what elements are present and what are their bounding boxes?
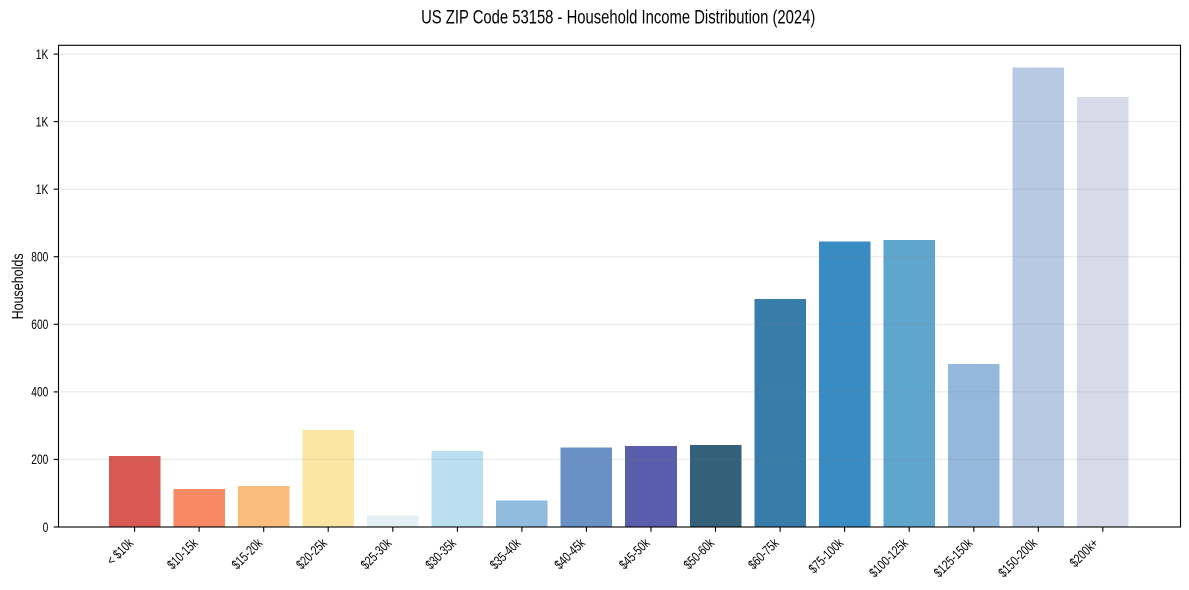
svg-text:400: 400 xyxy=(31,385,48,400)
svg-text:1K: 1K xyxy=(36,182,49,197)
svg-text:200: 200 xyxy=(31,452,48,467)
svg-text:1K: 1K xyxy=(36,114,49,129)
svg-text:Households: Households xyxy=(10,253,27,319)
svg-text:600: 600 xyxy=(31,317,48,332)
svg-text:US ZIP Code 53158 - Household: US ZIP Code 53158 - Household Income Dis… xyxy=(421,7,815,28)
svg-text:1K: 1K xyxy=(36,47,49,62)
svg-text:800: 800 xyxy=(31,250,48,265)
svg-text:0: 0 xyxy=(43,520,49,535)
